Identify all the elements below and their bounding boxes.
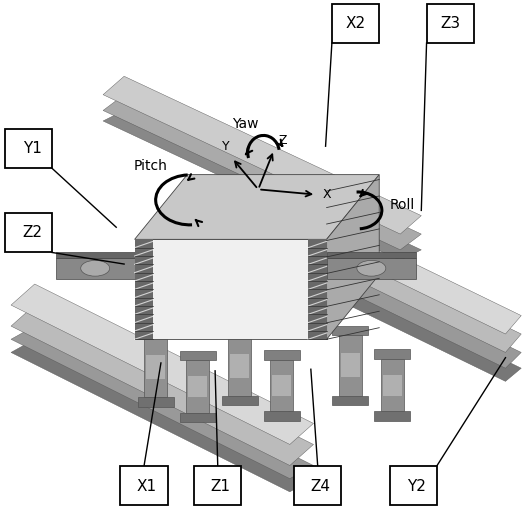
Polygon shape [103,110,421,260]
Polygon shape [180,413,216,422]
Polygon shape [138,397,173,407]
Text: X2: X2 [346,16,366,31]
FancyBboxPatch shape [5,129,52,168]
Polygon shape [264,350,300,360]
Text: Z4: Z4 [310,479,330,493]
Polygon shape [180,351,216,360]
Polygon shape [272,375,291,396]
Text: Z3: Z3 [440,16,460,31]
Polygon shape [228,337,251,396]
FancyBboxPatch shape [390,466,437,505]
Polygon shape [341,353,360,378]
Polygon shape [308,239,327,339]
Text: Z1: Z1 [210,479,230,493]
Polygon shape [11,305,314,466]
Polygon shape [186,360,209,413]
Polygon shape [327,258,416,279]
Polygon shape [146,355,165,379]
Polygon shape [222,396,258,405]
Polygon shape [333,396,368,405]
Text: Pitch: Pitch [133,159,168,173]
Polygon shape [339,335,362,396]
Polygon shape [188,376,207,397]
Polygon shape [230,355,249,378]
Polygon shape [103,95,421,250]
Text: Z: Z [278,134,287,147]
Polygon shape [103,76,421,234]
FancyBboxPatch shape [121,466,168,505]
Polygon shape [264,411,300,421]
Text: Y: Y [222,139,229,153]
Text: X: X [323,188,331,201]
FancyBboxPatch shape [426,4,474,43]
Polygon shape [375,349,410,359]
Polygon shape [383,375,402,396]
Polygon shape [144,337,167,397]
Polygon shape [11,284,314,444]
Polygon shape [11,326,314,479]
Polygon shape [134,239,327,339]
Polygon shape [219,195,521,352]
Text: Roll: Roll [390,198,415,212]
FancyBboxPatch shape [194,466,241,505]
Polygon shape [381,359,404,411]
Polygon shape [134,175,379,239]
Polygon shape [327,175,379,339]
Ellipse shape [81,260,110,276]
Text: Y1: Y1 [23,141,42,156]
Polygon shape [219,229,521,381]
Polygon shape [270,360,294,411]
FancyBboxPatch shape [294,466,341,505]
Text: Y2: Y2 [407,479,425,493]
Polygon shape [375,411,410,421]
Polygon shape [219,176,521,334]
Ellipse shape [357,260,386,276]
Polygon shape [56,252,134,258]
Polygon shape [333,326,368,335]
Polygon shape [134,239,153,339]
Text: X1: X1 [136,479,157,493]
Polygon shape [219,213,521,368]
Polygon shape [222,327,258,337]
Text: Yaw: Yaw [232,117,258,130]
FancyBboxPatch shape [5,213,52,252]
FancyBboxPatch shape [332,4,379,43]
Text: Z2: Z2 [22,225,42,240]
Polygon shape [11,339,314,492]
Polygon shape [327,252,416,258]
Polygon shape [138,327,173,337]
Polygon shape [56,258,134,279]
